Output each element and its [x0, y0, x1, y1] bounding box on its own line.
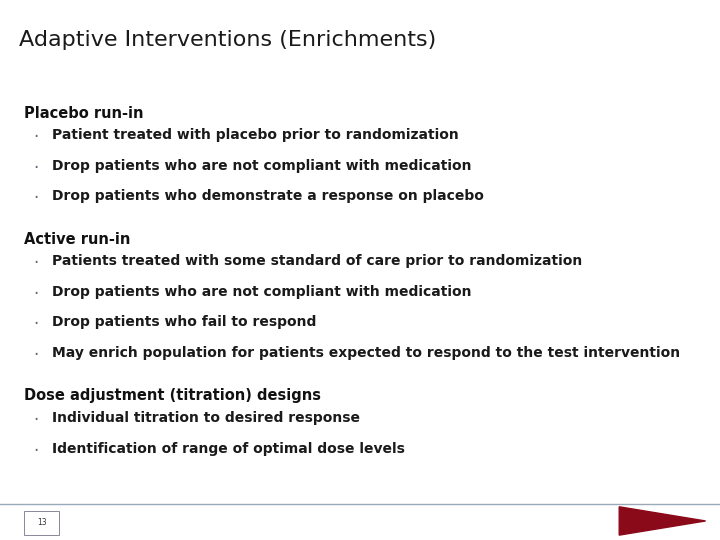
Text: ·: ·	[33, 442, 38, 460]
Text: ·: ·	[33, 346, 38, 364]
Text: Dose adjustment (titration) designs: Dose adjustment (titration) designs	[24, 388, 321, 403]
FancyBboxPatch shape	[24, 511, 59, 535]
Text: Drop patients who demonstrate a response on placebo: Drop patients who demonstrate a response…	[52, 189, 484, 203]
Text: Patient treated with placebo prior to randomization: Patient treated with placebo prior to ra…	[52, 128, 459, 142]
Text: ·: ·	[33, 315, 38, 333]
Text: ·: ·	[33, 285, 38, 303]
Text: ·: ·	[33, 128, 38, 146]
Text: Adaptive Interventions (Enrichments): Adaptive Interventions (Enrichments)	[19, 30, 437, 50]
Text: Placebo run-in: Placebo run-in	[24, 105, 143, 120]
Text: ·: ·	[33, 159, 38, 177]
Text: Drop patients who are not compliant with medication: Drop patients who are not compliant with…	[52, 285, 472, 299]
Text: Active run-in: Active run-in	[24, 232, 130, 247]
Text: 13: 13	[37, 518, 47, 528]
Text: Patients treated with some standard of care prior to randomization: Patients treated with some standard of c…	[52, 254, 582, 268]
Text: Drop patients who are not compliant with medication: Drop patients who are not compliant with…	[52, 159, 472, 173]
Text: Individual titration to desired response: Individual titration to desired response	[52, 411, 360, 425]
Text: ·: ·	[33, 189, 38, 207]
Text: ·: ·	[33, 411, 38, 429]
Text: ·: ·	[33, 254, 38, 272]
Text: May enrich population for patients expected to respond to the test intervention: May enrich population for patients expec…	[52, 346, 680, 360]
Text: Identification of range of optimal dose levels: Identification of range of optimal dose …	[52, 442, 405, 456]
Text: Drop patients who fail to respond: Drop patients who fail to respond	[52, 315, 316, 329]
Polygon shape	[619, 507, 706, 535]
